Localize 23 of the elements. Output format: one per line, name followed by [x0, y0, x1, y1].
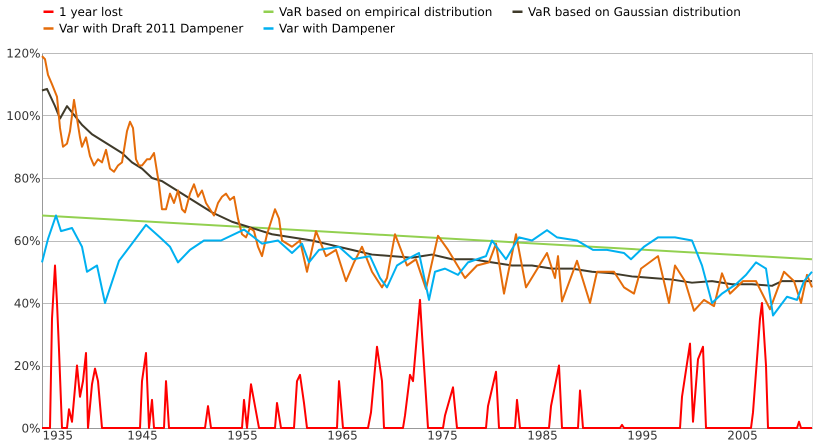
y-tick-label: 0% — [21, 422, 40, 436]
y-tick-label: 20% — [14, 359, 40, 373]
y-tick-label: 100% — [6, 109, 40, 123]
x-tick-label: 1935 — [42, 428, 74, 442]
line-series — [41, 214, 813, 316]
legend-label: Var with Draft 2011 Dampener — [59, 22, 244, 36]
legend-label: Var with Dampener — [279, 22, 395, 36]
x-tick-label: 1975 — [427, 428, 458, 442]
y-tick-label: 120% — [6, 46, 40, 60]
line-series — [41, 55, 813, 312]
y-tick-label: 60% — [14, 234, 40, 248]
y-tick-label: 40% — [14, 296, 40, 310]
legend-label: VaR based on Gaussian distribution — [528, 4, 741, 19]
x-tick-label: 1995 — [627, 428, 658, 442]
line-series — [41, 88, 813, 287]
x-tick-label: 2005 — [727, 428, 758, 442]
legend-label: 1 year lost — [59, 4, 123, 19]
x-tick-label: 1945 — [127, 428, 158, 442]
x-tick-label: 1965 — [327, 428, 358, 442]
y-tick-label: 80% — [14, 172, 40, 186]
legend-label: VaR based on empirical distribution — [279, 4, 492, 19]
x-tick-label: 1985 — [527, 428, 558, 442]
x-tick-label: 1955 — [227, 428, 258, 442]
